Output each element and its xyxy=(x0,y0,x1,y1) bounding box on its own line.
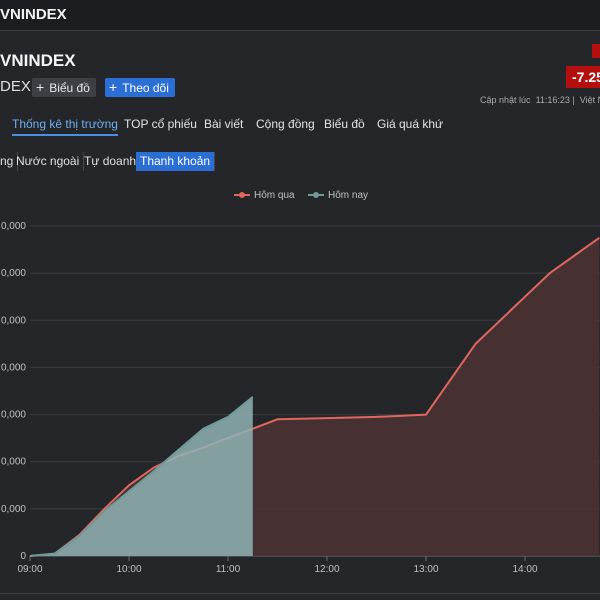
series-today-area xyxy=(30,396,253,556)
y-tick-label: 0,000 xyxy=(1,410,26,421)
x-tick-label: 12:00 xyxy=(314,564,339,575)
update-suffix: Việt N xyxy=(579,95,600,105)
price-change-badge: -7.25 xyxy=(566,66,600,88)
tab-top-stocks[interactable]: TOP cổ phiếu xyxy=(124,117,197,131)
y-tick-label: 0,000 xyxy=(1,457,26,468)
subtab-foreign[interactable]: Nước ngoài xyxy=(12,152,85,171)
price-indicator xyxy=(592,44,600,58)
update-label: Cập nhật lúc xyxy=(480,95,531,105)
legend-yesterday-label: Hôm qua xyxy=(254,190,295,201)
x-tick-label: 10:00 xyxy=(116,564,141,575)
y-tick-label: 0,000 xyxy=(1,315,26,326)
y-tick-label: 0,000 xyxy=(1,221,26,232)
y-tick-label: 0,000 xyxy=(1,504,26,515)
legend-yesterday-marker xyxy=(234,192,250,199)
subtab-partial[interactable]: ng xyxy=(0,152,19,171)
legend-today-label: Hôm nay xyxy=(328,190,369,201)
plus-icon: + xyxy=(36,79,45,95)
chart-button[interactable]: + Biểu đồ xyxy=(32,78,96,97)
follow-button[interactable]: + Theo dõi xyxy=(105,78,175,97)
tab-market-stats[interactable]: Thống kê thị trường xyxy=(12,117,118,136)
symbol-title: VNINDEX xyxy=(0,51,76,70)
tab-chart[interactable]: Biểu đồ xyxy=(324,117,365,131)
plus-icon: + xyxy=(109,79,118,95)
x-tick-label: 14:00 xyxy=(512,564,537,575)
x-tick-label: 09:00 xyxy=(17,564,42,575)
legend-today-marker xyxy=(308,192,324,199)
exchange-label: DEX xyxy=(0,78,31,95)
top-bar: VNINDEX xyxy=(0,0,600,31)
x-tick-label: 11:00 xyxy=(216,564,241,575)
y-tick-label: 0,000 xyxy=(1,268,26,279)
y-tick-label: 0,000 xyxy=(1,362,26,373)
update-time: Cập nhật lúc 11:16:23 | Việt N xyxy=(480,95,600,105)
top-bar-title: VNINDEX xyxy=(0,6,67,23)
subtab-liquidity[interactable]: Thanh khoản xyxy=(136,152,216,171)
series-today-line xyxy=(29,396,254,557)
series-yesterday-line xyxy=(29,236,600,557)
tab-history[interactable]: Giá quá khứ xyxy=(377,117,444,131)
update-time-value: 11:16:23 xyxy=(535,95,570,105)
tab-articles[interactable]: Bài viết xyxy=(204,117,244,131)
y-tick-label: 0 xyxy=(20,551,26,562)
follow-button-label: Theo dõi xyxy=(122,81,169,95)
chart-button-label: Biểu đồ xyxy=(49,81,90,95)
tab-community[interactable]: Cộng đồng xyxy=(256,117,315,131)
legend-yesterday[interactable]: Hôm qua xyxy=(234,190,295,201)
bottom-divider xyxy=(0,593,600,594)
x-tick-label: 13:00 xyxy=(413,564,438,575)
legend-today[interactable]: Hôm nay xyxy=(308,190,368,201)
